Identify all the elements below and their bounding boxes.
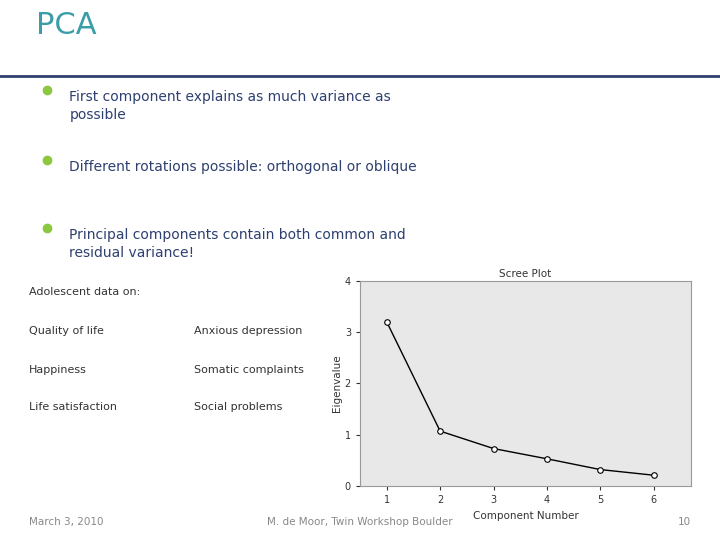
Title: Scree Plot: Scree Plot bbox=[500, 268, 552, 279]
Text: 10: 10 bbox=[678, 517, 691, 528]
Text: Somatic complaints: Somatic complaints bbox=[194, 366, 305, 375]
Text: Adolescent data on:: Adolescent data on: bbox=[29, 287, 140, 297]
X-axis label: Component Number: Component Number bbox=[473, 511, 578, 521]
Text: PCA: PCA bbox=[36, 11, 96, 40]
Text: Anxious depression: Anxious depression bbox=[194, 326, 303, 336]
Text: Life satisfaction: Life satisfaction bbox=[29, 402, 117, 412]
Y-axis label: Eigenvalue: Eigenvalue bbox=[332, 355, 342, 412]
Text: First component explains as much variance as
possible: First component explains as much varianc… bbox=[69, 91, 391, 122]
Text: Principal components contain both common and
residual variance!: Principal components contain both common… bbox=[69, 228, 406, 260]
Text: Quality of life: Quality of life bbox=[29, 326, 104, 336]
Text: M. de Moor, Twin Workshop Boulder: M. de Moor, Twin Workshop Boulder bbox=[267, 517, 453, 528]
Text: Happiness: Happiness bbox=[29, 366, 86, 375]
Text: Different rotations possible: orthogonal or oblique: Different rotations possible: orthogonal… bbox=[69, 160, 417, 174]
Text: March 3, 2010: March 3, 2010 bbox=[29, 517, 103, 528]
Text: Social problems: Social problems bbox=[194, 402, 283, 412]
